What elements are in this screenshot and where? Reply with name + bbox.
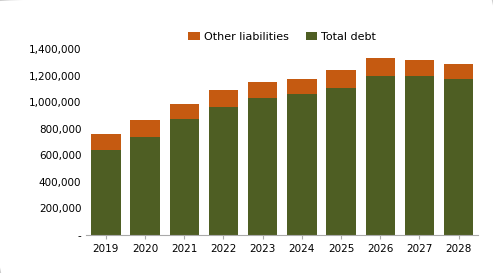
Bar — [365, 76, 395, 235]
Legend: Other liabilities, Total debt: Other liabilities, Total debt — [188, 32, 376, 42]
Bar — [130, 137, 160, 235]
Bar — [91, 150, 121, 235]
Bar — [209, 108, 238, 235]
Bar — [209, 90, 238, 108]
Bar — [365, 58, 395, 76]
Bar — [248, 98, 278, 235]
Bar — [248, 82, 278, 98]
Bar — [444, 79, 473, 235]
Bar — [405, 76, 434, 235]
Bar — [91, 134, 121, 150]
Bar — [405, 60, 434, 76]
Bar — [326, 70, 356, 88]
Bar — [326, 88, 356, 235]
Bar — [170, 104, 199, 119]
Bar — [287, 79, 317, 94]
Bar — [287, 94, 317, 235]
Bar — [170, 119, 199, 235]
Bar — [130, 120, 160, 137]
Bar — [444, 64, 473, 79]
